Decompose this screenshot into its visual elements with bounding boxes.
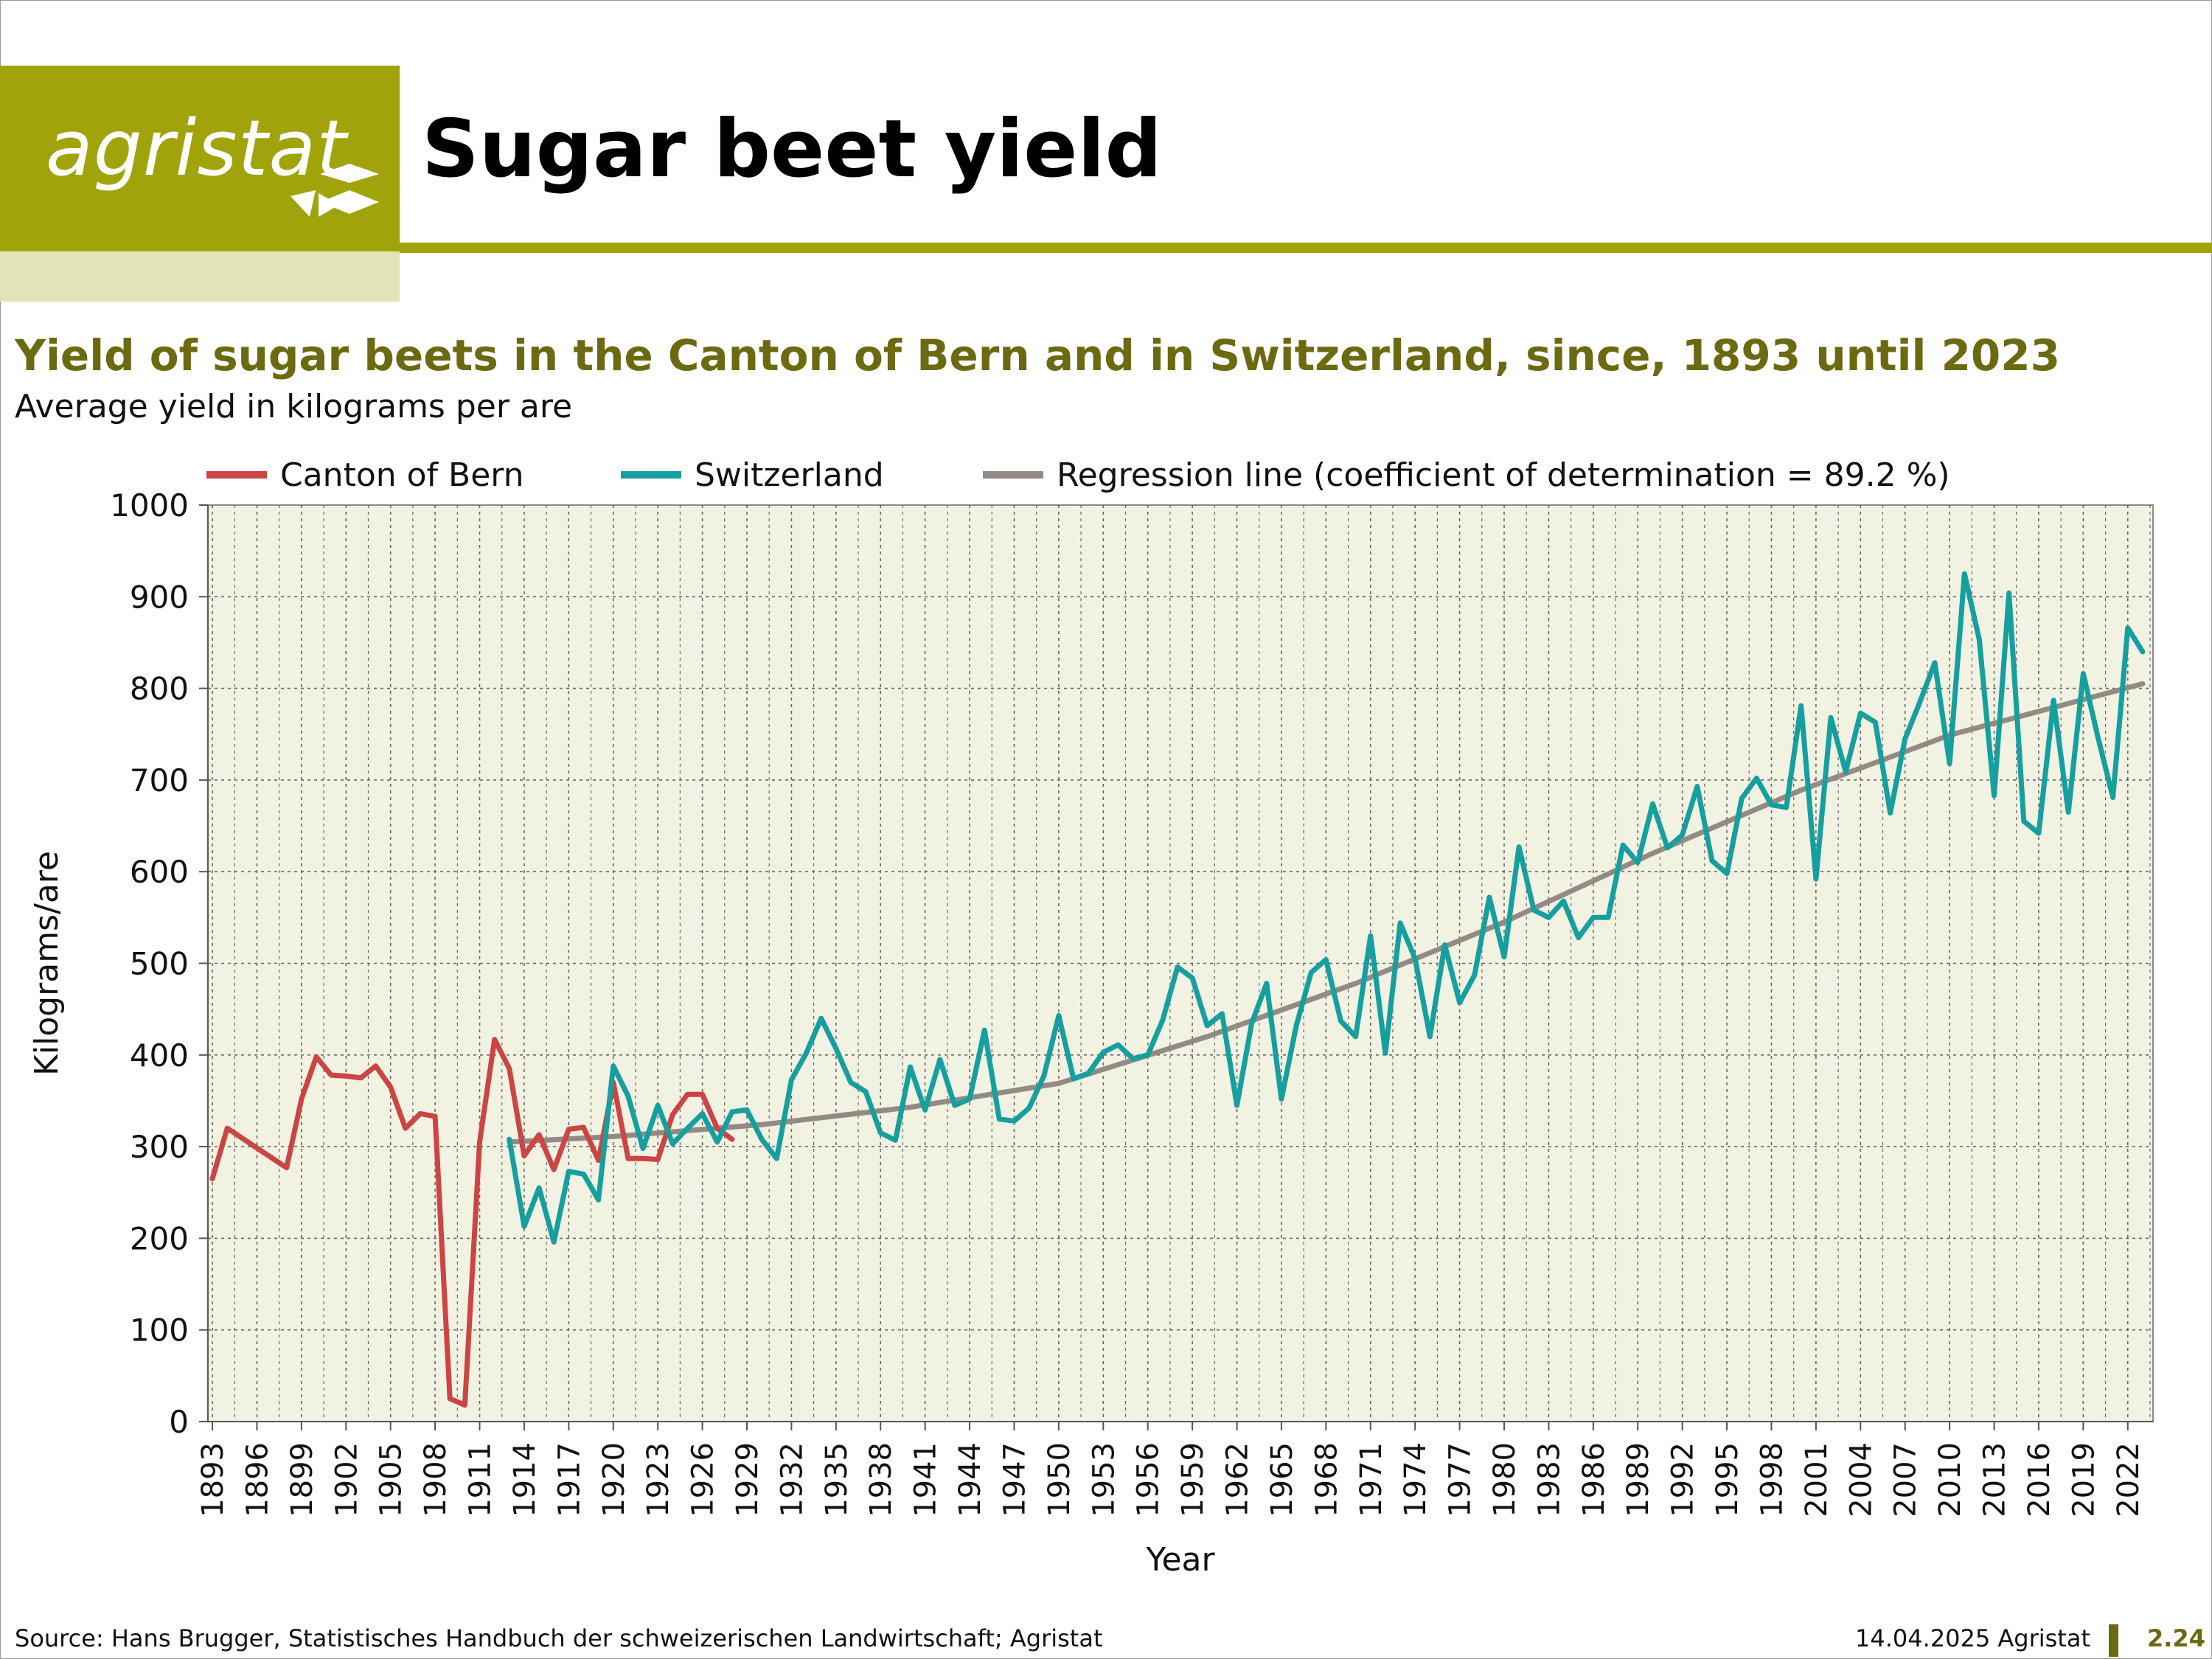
x-tick-label: 1899 — [285, 1442, 319, 1517]
x-tick-label: 1989 — [1621, 1442, 1655, 1517]
x-tick-label: 2007 — [1889, 1442, 1923, 1517]
y-tick-label: 700 — [130, 762, 189, 799]
x-tick-label: 1968 — [1310, 1442, 1343, 1517]
x-tick-label: 2010 — [1933, 1442, 1967, 1517]
x-tick-label: 2001 — [1800, 1442, 1834, 1517]
x-tick-label: 1920 — [597, 1442, 631, 1517]
x-tick-label: 1950 — [1043, 1442, 1077, 1517]
x-tick-label: 2019 — [2067, 1442, 2101, 1517]
line-chart: Canton of Bern Switzerland Regression line… — [28, 456, 2154, 1579]
x-tick-label: 1908 — [419, 1442, 453, 1517]
x-tick-label: 1947 — [998, 1442, 1032, 1517]
x-tick-label: 2022 — [2112, 1442, 2146, 1517]
footer-date: 14.04.2025 Agristat — [1854, 1624, 2090, 1652]
x-tick-label: 1992 — [1666, 1442, 1700, 1517]
y-tick-label: 400 — [130, 1037, 189, 1074]
legend-label: Canton of Bern — [280, 456, 524, 494]
x-tick-label: 1935 — [820, 1442, 854, 1517]
logo-diamond-icon — [291, 164, 379, 217]
x-tick-label: 2013 — [1978, 1442, 2012, 1517]
x-tick-label: 1986 — [1577, 1442, 1611, 1517]
legend-label: Switzerland — [695, 456, 884, 494]
chart-subtitle: Average yield in kilograms per are — [15, 388, 573, 425]
x-tick-label: 1938 — [864, 1442, 898, 1517]
series-layer — [209, 571, 2146, 1408]
x-tick-label: 1914 — [508, 1442, 542, 1517]
x-tick-label: 2016 — [2023, 1442, 2056, 1517]
y-tick-label: 200 — [130, 1220, 189, 1256]
y-tick-label: 500 — [130, 946, 189, 982]
chart-title: Yield of sugar beets in the Canton of Be… — [15, 330, 2061, 380]
x-tick-label: 1977 — [1444, 1442, 1478, 1517]
x-tick-label: 1971 — [1354, 1442, 1388, 1517]
x-tick-label: 1959 — [1176, 1442, 1210, 1517]
footer-divider — [2109, 1624, 2118, 1657]
x-tick-label: 1917 — [552, 1442, 586, 1517]
y-tick-label: 300 — [130, 1129, 189, 1165]
series-switzerland — [507, 571, 2146, 1245]
y-tick-label: 800 — [130, 671, 189, 707]
x-tick-label: 1926 — [686, 1442, 720, 1517]
x-tick-label: 1983 — [1532, 1442, 1566, 1517]
x-tick-label: 1896 — [240, 1442, 274, 1517]
x-tick-label: 1944 — [953, 1442, 987, 1517]
x-tick-label: 1941 — [909, 1442, 943, 1517]
x-tick-label: 1929 — [731, 1442, 765, 1517]
x-tick-label: 1911 — [464, 1442, 498, 1517]
y-axis-label: Kilograms/are — [28, 851, 66, 1076]
y-axis: 0 100 200 300 400 500 600 700 800 900 1000 — [110, 487, 209, 1440]
x-tick-label: 1902 — [330, 1442, 364, 1517]
x-tick-label: 1980 — [1488, 1442, 1522, 1517]
x-axis: 1893 1896 1899 1902 1905 1908 1911 1914 1917 1920… — [196, 1421, 2153, 1517]
chart-legend: Canton of Bern Switzerland Regression line… — [206, 456, 1950, 494]
x-tick-label: 1965 — [1265, 1442, 1299, 1517]
x-tick-label: 1893 — [196, 1442, 230, 1517]
logo-wordmark: agristat — [46, 103, 347, 193]
x-tick-label: 1956 — [1132, 1442, 1166, 1517]
footer-source: Source: Hans Brugger, Statistisches Hand… — [15, 1624, 1103, 1652]
legend-label: Regression line (coefficient of determin… — [1057, 456, 1950, 494]
x-tick-label: 1905 — [375, 1442, 408, 1517]
x-tick-label: 1962 — [1221, 1442, 1255, 1517]
y-tick-label: 1000 — [110, 487, 189, 524]
logo-underlay — [0, 251, 400, 302]
x-axis-label: Year — [1145, 1541, 1215, 1579]
y-tick-label: 600 — [130, 854, 189, 890]
x-tick-label: 1995 — [1711, 1442, 1745, 1517]
grid-lines — [208, 505, 2153, 1422]
x-tick-label: 2004 — [1844, 1442, 1878, 1517]
x-tick-label: 1998 — [1755, 1442, 1789, 1517]
x-tick-label: 1923 — [641, 1442, 675, 1517]
y-tick-label: 0 — [169, 1404, 189, 1440]
y-tick-label: 100 — [130, 1312, 189, 1349]
y-tick-label: 900 — [130, 579, 189, 615]
agristat-logo — [0, 66, 400, 251]
header-rule — [400, 243, 2212, 253]
series-canton-of-bern — [209, 1037, 735, 1408]
x-tick-label: 1932 — [775, 1442, 809, 1517]
page-title: Sugar beet yield — [422, 103, 1162, 195]
page-number: 2.24 — [2147, 1624, 2205, 1652]
x-tick-label: 1974 — [1399, 1442, 1433, 1517]
x-tick-label: 1953 — [1087, 1442, 1121, 1517]
